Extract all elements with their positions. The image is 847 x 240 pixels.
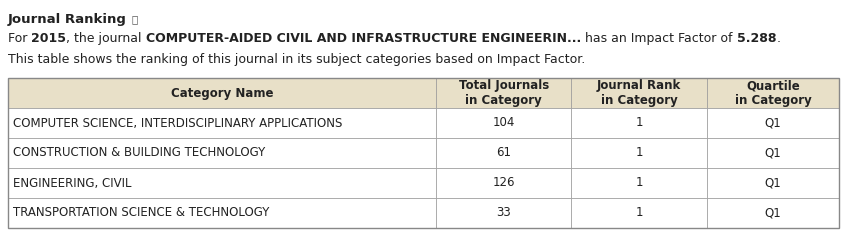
Text: Q1: Q1 bbox=[765, 116, 781, 130]
Text: Journal Ranking: Journal Ranking bbox=[8, 13, 131, 26]
Text: 5.288: 5.288 bbox=[737, 32, 776, 45]
Text: CONSTRUCTION & BUILDING TECHNOLOGY: CONSTRUCTION & BUILDING TECHNOLOGY bbox=[13, 146, 265, 160]
Bar bbox=[572, 168, 707, 198]
Text: 126: 126 bbox=[492, 176, 515, 190]
Text: Q1: Q1 bbox=[765, 176, 781, 190]
Bar bbox=[707, 198, 839, 228]
Text: ⓘ: ⓘ bbox=[131, 14, 138, 24]
Text: This table shows the ranking of this journal in its subject categories based on : This table shows the ranking of this jou… bbox=[8, 53, 585, 66]
Text: .: . bbox=[776, 32, 780, 45]
Text: Quartile
in Category: Quartile in Category bbox=[734, 79, 811, 107]
Text: Journal Rank
in Category: Journal Rank in Category bbox=[597, 79, 681, 107]
Bar bbox=[572, 108, 707, 138]
Text: Total Journals
in Category: Total Journals in Category bbox=[458, 79, 549, 107]
Text: 1: 1 bbox=[635, 176, 643, 190]
Bar bbox=[8, 198, 436, 228]
Text: ENGINEERING, CIVIL: ENGINEERING, CIVIL bbox=[13, 176, 131, 190]
Bar bbox=[572, 138, 707, 168]
Bar bbox=[436, 78, 572, 108]
Text: 1: 1 bbox=[635, 116, 643, 130]
Bar bbox=[8, 138, 436, 168]
Text: , the journal: , the journal bbox=[66, 32, 146, 45]
Text: Q1: Q1 bbox=[765, 206, 781, 220]
Bar bbox=[707, 108, 839, 138]
Text: Q1: Q1 bbox=[765, 146, 781, 160]
Bar bbox=[8, 78, 436, 108]
Bar bbox=[436, 108, 572, 138]
Text: COMPUTER SCIENCE, INTERDISCIPLINARY APPLICATIONS: COMPUTER SCIENCE, INTERDISCIPLINARY APPL… bbox=[13, 116, 342, 130]
Bar bbox=[707, 168, 839, 198]
Bar bbox=[8, 108, 436, 138]
Bar bbox=[707, 138, 839, 168]
Text: has an Impact Factor of: has an Impact Factor of bbox=[581, 32, 737, 45]
Text: TRANSPORTATION SCIENCE & TECHNOLOGY: TRANSPORTATION SCIENCE & TECHNOLOGY bbox=[13, 206, 269, 220]
Text: Category Name: Category Name bbox=[171, 86, 274, 100]
Bar bbox=[8, 78, 839, 228]
Text: 33: 33 bbox=[496, 206, 511, 220]
Bar bbox=[572, 78, 707, 108]
Bar bbox=[707, 78, 839, 108]
Text: 104: 104 bbox=[492, 116, 515, 130]
Text: 2015: 2015 bbox=[31, 32, 66, 45]
Bar bbox=[572, 198, 707, 228]
Text: 1: 1 bbox=[635, 206, 643, 220]
Text: 61: 61 bbox=[496, 146, 512, 160]
Text: 1: 1 bbox=[635, 146, 643, 160]
Bar bbox=[436, 168, 572, 198]
Bar bbox=[436, 138, 572, 168]
Text: For: For bbox=[8, 32, 31, 45]
Bar bbox=[8, 168, 436, 198]
Bar bbox=[436, 198, 572, 228]
Text: COMPUTER-AIDED CIVIL AND INFRASTRUCTURE ENGINEERIN...: COMPUTER-AIDED CIVIL AND INFRASTRUCTURE … bbox=[146, 32, 581, 45]
